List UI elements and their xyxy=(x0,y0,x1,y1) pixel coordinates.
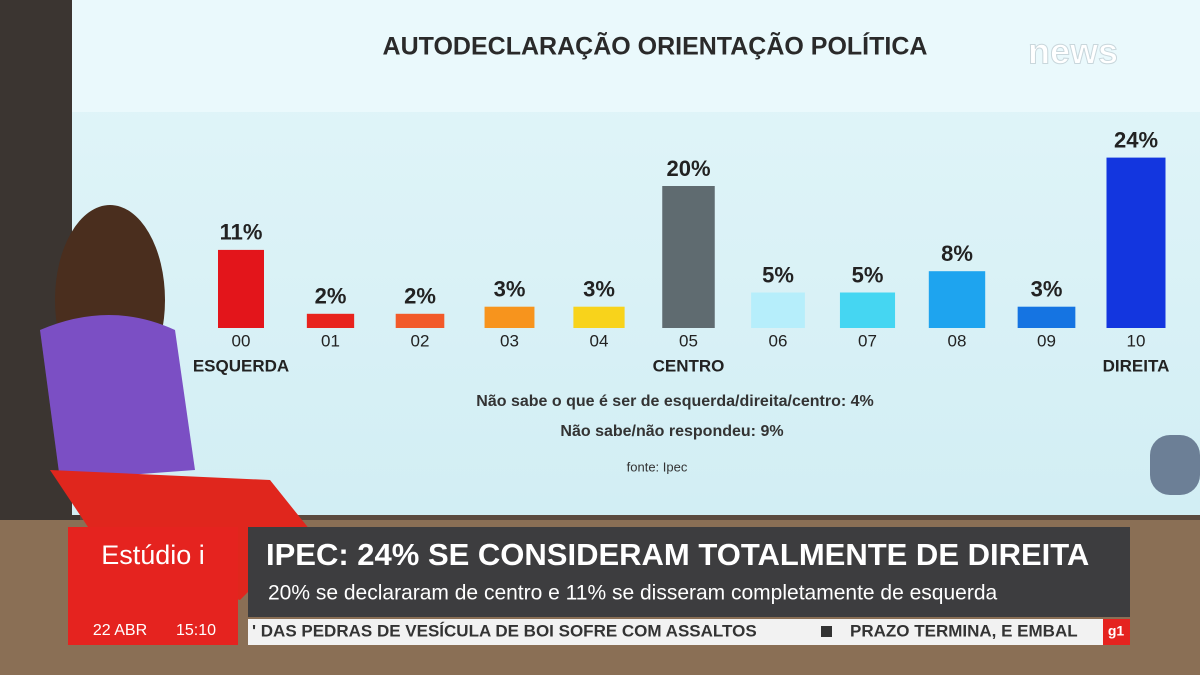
x-tick-label: 01 xyxy=(321,331,340,350)
badge-box xyxy=(1103,619,1130,645)
chart-title: AUTODECLARAÇÃO ORIENTAÇÃO POLÍTICA xyxy=(383,31,928,61)
bar xyxy=(1017,306,1076,328)
bar-chart: 11% 00 ESQUERDA 2% 01 2% 02 3% 03 3% 04 20% 05 CENTRO… xyxy=(193,127,1170,375)
bar xyxy=(839,292,896,328)
x-tick-label: 02 xyxy=(411,331,430,350)
category-label: ESQUERDA xyxy=(193,356,289,375)
time-box xyxy=(68,617,238,645)
x-tick-label: 10 xyxy=(1127,331,1146,350)
value-label: 24% xyxy=(1114,127,1158,152)
program-name: Estúdio i xyxy=(101,540,205,570)
ticker-separator xyxy=(821,626,832,637)
bar xyxy=(1106,157,1166,328)
time: 15:10 xyxy=(176,622,216,639)
subheadline: 20% se declararam de centro e 11% se dis… xyxy=(268,582,997,605)
x-tick-label: 08 xyxy=(948,331,967,350)
category-label: DIREITA xyxy=(1103,356,1170,375)
bar xyxy=(662,186,715,328)
source: fonte: Ipec xyxy=(627,459,688,474)
value-label: 5% xyxy=(762,262,794,287)
x-tick-label: 06 xyxy=(769,331,788,350)
guest-knee xyxy=(1150,435,1200,495)
x-tick-label: 03 xyxy=(500,331,519,350)
date: 22 ABR xyxy=(93,622,147,639)
value-label: 8% xyxy=(941,241,973,266)
category-label: CENTRO xyxy=(653,356,725,375)
note: Não sabe o que é ser de esquerda/direita… xyxy=(476,393,873,410)
bar xyxy=(573,306,625,328)
ticker-bar xyxy=(248,619,1103,645)
bar xyxy=(751,292,805,328)
value-label: 20% xyxy=(666,156,710,181)
value-label: 2% xyxy=(404,284,436,309)
value-label: 3% xyxy=(494,277,526,302)
value-label: 11% xyxy=(220,220,263,245)
headline-box xyxy=(248,527,1130,617)
screen-header xyxy=(72,0,1200,112)
x-tick-label: 04 xyxy=(590,331,609,350)
ticker-item: ' DAS PEDRAS DE VESÍCULA DE BOI SOFRE CO… xyxy=(252,621,757,640)
x-tick-label: 07 xyxy=(858,331,877,350)
value-label: 2% xyxy=(315,284,347,309)
bar xyxy=(395,313,445,328)
value-label: 3% xyxy=(1031,277,1063,302)
bar xyxy=(306,313,355,328)
presenter-top xyxy=(40,315,195,480)
program-box xyxy=(68,527,238,617)
bar xyxy=(218,249,264,328)
x-tick-label: 05 xyxy=(679,331,698,350)
bar xyxy=(484,306,535,328)
badge: g1 xyxy=(1108,623,1125,639)
bar xyxy=(928,271,986,328)
logo: news xyxy=(1028,31,1118,72)
headline: IPEC: 24% SE CONSIDERAM TOTALMENTE DE DI… xyxy=(266,537,1089,572)
value-label: 5% xyxy=(852,262,884,287)
value-label: 3% xyxy=(583,277,615,302)
x-tick-label: 09 xyxy=(1037,331,1056,350)
x-tick-label: 00 xyxy=(232,331,251,350)
ticker-item: PRAZO TERMINA, E EMBAL xyxy=(850,621,1078,640)
note: Não sabe/não respondeu: 9% xyxy=(560,423,783,440)
